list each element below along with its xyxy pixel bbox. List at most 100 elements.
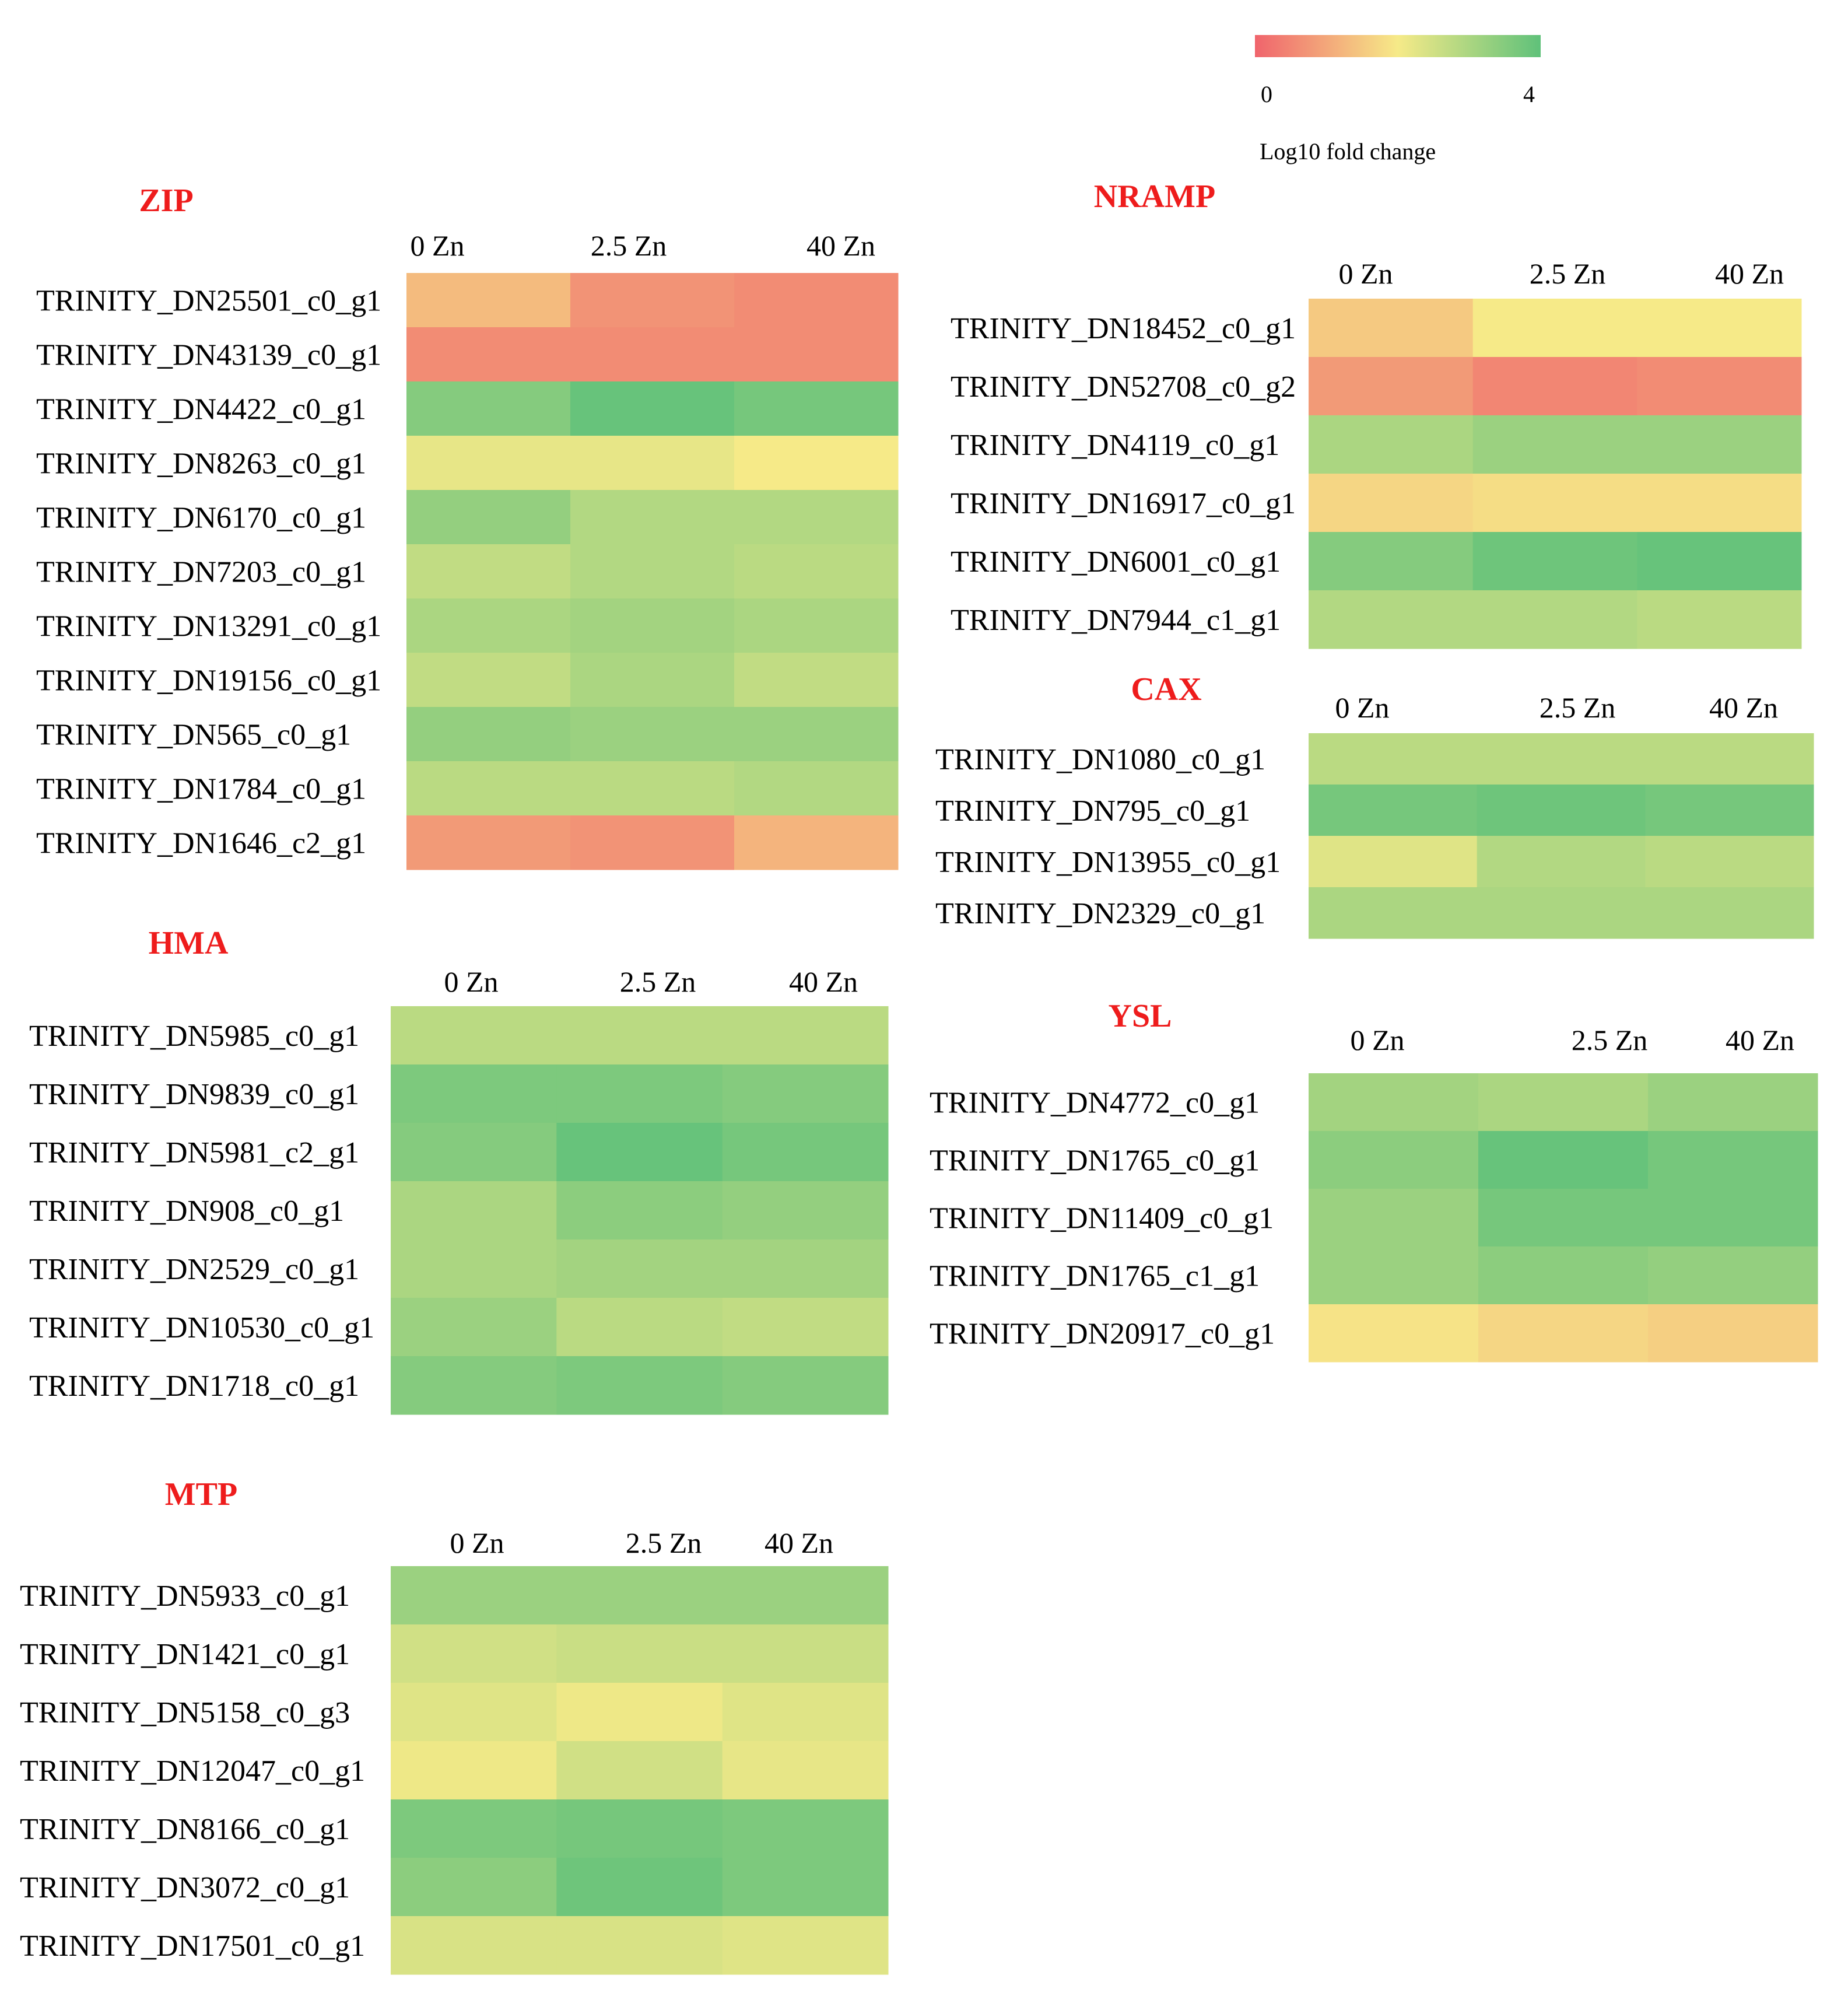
column-label: 40 Zn (1715, 257, 1784, 290)
color-legend: 0 4 Log10 fold change (1255, 35, 1541, 164)
gene-label: TRINITY_DN5985_c0_g1 (29, 1020, 359, 1053)
heatmap-cell (570, 327, 735, 382)
legend-max-label: 4 (1523, 81, 1535, 107)
heatmap-cell (1648, 1246, 1818, 1305)
gene-label: TRINITY_DN5158_c0_g3 (20, 1696, 350, 1729)
column-label: 2.5 Zn (1540, 691, 1616, 724)
column-label: 40 Zn (1726, 1024, 1794, 1056)
heatmap-cell (391, 1064, 557, 1123)
column-label: 0 Zn (444, 965, 498, 998)
column-label: 2.5 Zn (591, 229, 667, 262)
column-label: 2.5 Zn (626, 1526, 702, 1559)
heatmap-cell (1472, 299, 1637, 358)
heatmap-cell (556, 1624, 723, 1683)
column-label: 40 Zn (765, 1526, 833, 1559)
gene-label: TRINITY_DN17501_c0_g1 (20, 1930, 365, 1963)
heatmap-cell (406, 436, 571, 491)
heatmap-cell (556, 1006, 723, 1065)
heatmap-cell (570, 761, 735, 816)
gene-label: TRINITY_DN1765_c0_g1 (930, 1144, 1260, 1178)
heatmap-cell (1472, 532, 1637, 591)
heatmap-cell (1478, 1073, 1649, 1132)
heatmap-cell (1645, 887, 1814, 939)
heatmap-cell (734, 490, 899, 545)
heatmap-cell (1309, 299, 1474, 358)
heatmap-cell (391, 1181, 557, 1240)
heatmap-cell (1309, 357, 1474, 416)
heatmap-cell (1637, 474, 1802, 533)
gene-label: TRINITY_DN18452_c0_g1 (951, 312, 1296, 345)
heatmap-cell (1648, 1304, 1818, 1363)
heatmap-cell (1309, 1131, 1479, 1189)
heatmap-cell (556, 1181, 723, 1240)
heatmap-cell (1478, 1246, 1649, 1305)
heatmap-cell (722, 1683, 889, 1742)
heatmap-cell (722, 1298, 889, 1357)
heatmap-cell (1309, 1073, 1479, 1132)
column-label: 0 Zn (1350, 1024, 1404, 1056)
heatmap-cell (722, 1123, 889, 1182)
gene-label: TRINITY_DN795_c0_g1 (935, 794, 1250, 828)
heatmap-cell (570, 436, 735, 491)
heatmap-cell (570, 273, 735, 328)
heatmap-cell (556, 1123, 723, 1182)
column-label: 0 Zn (1335, 691, 1389, 724)
heatmap-cell (391, 1799, 557, 1858)
heatmap-cell (570, 490, 735, 545)
heatmap-cell (734, 815, 899, 870)
gene-label: TRINITY_DN16917_c0_g1 (951, 487, 1296, 520)
heatmap-cell (391, 1858, 557, 1917)
gene-label: TRINITY_DN52708_c0_g2 (951, 370, 1296, 404)
heatmap-cell (391, 1239, 557, 1298)
gene-label: TRINITY_DN10530_c0_g1 (29, 1311, 374, 1344)
heatmap-cell (556, 1683, 723, 1742)
heatmap-cell (722, 1239, 889, 1298)
gene-label: TRINITY_DN7944_c1_g1 (951, 604, 1281, 637)
panel-title-mtp: MTP (165, 1476, 237, 1512)
gene-label: TRINITY_DN1718_c0_g1 (29, 1370, 359, 1403)
heatmap-cell (734, 544, 899, 599)
heatmap-cell (391, 1356, 557, 1415)
gene-label: TRINITY_DN13291_c0_g1 (36, 610, 381, 643)
gene-label: TRINITY_DN6170_c0_g1 (36, 502, 366, 535)
heatmap-cell (734, 436, 899, 491)
heatmap-cell (722, 1566, 889, 1625)
heatmap-cell (1472, 357, 1637, 416)
legend-min-label: 0 (1261, 81, 1272, 107)
heatmap-cell (722, 1356, 889, 1415)
panel-mtp: MTP 0 Zn 2.5 Zn 40 Zn TRINITY_DN5933_c0_g1 TR… (20, 1476, 889, 1975)
heatmap-cell (1309, 474, 1474, 533)
heatmap-cell (406, 707, 571, 762)
heatmap-cell (1477, 733, 1646, 785)
heatmap-cell (406, 327, 571, 382)
heatmap-cell (1472, 474, 1637, 533)
heatmap-cell (722, 1181, 889, 1240)
heatmap-cell (556, 1239, 723, 1298)
panel-ysl: YSL 0 Zn 2.5 Zn 40 Zn TRINITY_DN4772_c0_g1 TR… (930, 998, 1818, 1363)
column-label: 2.5 Zn (1530, 257, 1606, 290)
column-label: 40 Zn (806, 229, 875, 262)
heatmap-cell (406, 381, 571, 436)
gene-label: TRINITY_DN11409_c0_g1 (930, 1202, 1274, 1235)
panel-title-zip: ZIP (139, 183, 193, 219)
heatmap-cell (1309, 532, 1474, 591)
panel-title-ysl: YSL (1109, 998, 1172, 1034)
heatmap-cell (1309, 1304, 1479, 1363)
heatmap-cell (1472, 590, 1637, 649)
heatmap-cell (570, 815, 735, 870)
heatmap-cell (391, 1006, 557, 1065)
heatmap-cell (391, 1566, 557, 1625)
heatmap-cell (734, 273, 899, 328)
panel-cax: CAX 0 Zn 2.5 Zn 40 Zn TRINITY_DN1080_c0_g1 TR… (935, 671, 1814, 939)
heatmap-cell (556, 1566, 723, 1625)
heatmap-cell (391, 1916, 557, 1975)
gene-label: TRINITY_DN4119_c0_g1 (951, 429, 1279, 462)
heatmap-cell (1648, 1073, 1818, 1132)
heatmap-cell (391, 1683, 557, 1742)
heatmap-cell (1309, 590, 1474, 649)
gene-label: TRINITY_DN5981_c2_g1 (29, 1136, 359, 1169)
heatmap-cell (391, 1123, 557, 1182)
heatmap-cell (722, 1858, 889, 1917)
heatmap-cell (570, 381, 735, 436)
